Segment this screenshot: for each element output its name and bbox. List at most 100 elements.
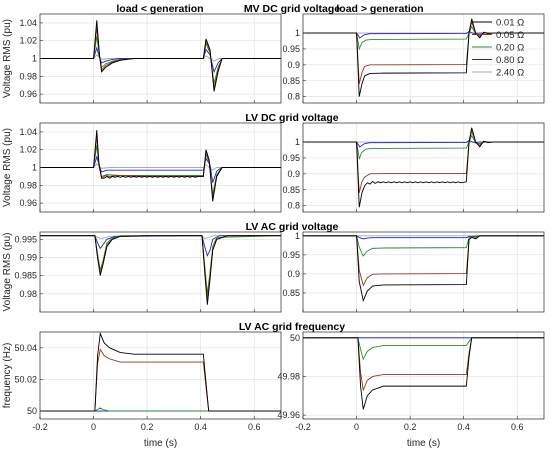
series-line-0.01 <box>303 18 544 97</box>
y-tick-label: 0.85 <box>282 76 300 86</box>
series-line-0.01 <box>303 127 544 208</box>
series-group <box>40 332 281 412</box>
panel-4: 0.8 0.85 0.9 0.95 1 <box>282 122 545 213</box>
series-line-0.20 <box>303 235 544 257</box>
y-tick-label: 49.96 <box>277 410 300 420</box>
y-tick-label: 1.04 <box>19 127 37 137</box>
y-tick-label: 1.02 <box>19 36 37 46</box>
panel-8: 49.96 49.98 50 -0.2 0 0.2 0.4 0.6 time (s) <box>277 331 545 449</box>
panel-2: 0.8 0.85 0.9 0.95 1 <box>282 13 545 104</box>
y-tick-label: 0.95 <box>282 44 300 54</box>
y-tick-label: 0.9 <box>287 169 300 179</box>
row-title: LV AC grid voltage <box>246 221 339 233</box>
x-tick-label: 0.4 <box>194 422 207 432</box>
series-group <box>40 20 281 92</box>
plot-area <box>40 332 281 419</box>
x-axis-label: time (s) <box>407 438 440 449</box>
y-tick-label: 0.8 <box>287 92 300 102</box>
y-axis-label: Voltage RMS (pu) <box>2 128 13 207</box>
series-line-0.01 <box>303 235 544 303</box>
series-group <box>303 127 544 208</box>
x-tick-label: -0.2 <box>295 422 311 432</box>
y-tick-label: 0.85 <box>282 288 300 298</box>
series-line-0.80 <box>40 46 281 74</box>
row-title: LV DC grid voltage <box>245 112 338 124</box>
panel-6: 0.85 0.9 0.95 1 <box>282 231 545 313</box>
series-line-0.01 <box>40 332 281 412</box>
series-line-0.01 <box>303 337 544 410</box>
x-tick-label: 0.2 <box>141 422 154 432</box>
column-title-left: load < generation <box>116 3 203 15</box>
y-tick-label: 50.02 <box>14 374 37 384</box>
y-tick-label: 1.02 <box>19 145 37 155</box>
y-tick-label: 0.98 <box>19 71 37 81</box>
chart-content: 0.96 0.98 1 1.02 1.04 Voltage RMS (pu) 0.8 0.85… <box>2 3 545 449</box>
y-tick-label: 0.95 <box>282 153 300 163</box>
series-line-0.01 <box>40 235 281 305</box>
axes-box <box>302 231 545 313</box>
y-tick-label: 0.95 <box>282 250 300 260</box>
x-tick-label: 0 <box>91 422 96 432</box>
series-line-0.80 <box>303 235 544 240</box>
x-tick-label: 0.6 <box>511 422 524 432</box>
y-tick-label: 0.98 <box>19 180 37 190</box>
y-tick-label: 50 <box>290 333 300 343</box>
legend: 0.01 Ω0.05 Ω 0.20 Ω0.80 Ω 2.40 Ω <box>472 18 524 79</box>
series-group <box>303 337 544 410</box>
y-tick-label: 0.99 <box>19 252 37 262</box>
y-tick-label: 0.995 <box>14 234 37 244</box>
y-tick-label: 50 <box>27 406 37 416</box>
series-line-2.40 <box>40 163 281 171</box>
row-title: MV DC grid voltage <box>244 3 340 15</box>
axes-box <box>39 231 282 313</box>
y-tick-label: 49.98 <box>277 371 300 381</box>
x-tick-label: 0 <box>354 422 359 432</box>
y-tick-label: 0.98 <box>19 289 37 299</box>
series-line-0.80 <box>40 155 281 183</box>
legend-label: 0.20 Ω <box>496 43 524 54</box>
series-line-0.01 <box>40 20 281 92</box>
y-tick-label: 1 <box>295 137 300 147</box>
plot-area <box>303 14 544 103</box>
x-tick-label: -0.2 <box>32 422 48 432</box>
y-tick-label: 0.85 <box>282 185 300 195</box>
series-line-0.01 <box>40 130 281 202</box>
x-tick-label: 0.4 <box>457 422 470 432</box>
column-title-right: load > generation <box>336 3 423 15</box>
y-tick-label: 0.9 <box>287 269 300 279</box>
y-tick-label: 0.9 <box>287 60 300 70</box>
axes-box <box>302 13 545 104</box>
y-tick-label: 1 <box>32 54 37 64</box>
y-axis-label: frequency (Hz) <box>2 343 13 409</box>
series-line-0.80 <box>303 139 544 148</box>
legend-label: 0.80 Ω <box>496 55 524 66</box>
series-line-0.80 <box>303 30 544 39</box>
axes-box <box>302 122 545 213</box>
series-group <box>40 235 281 305</box>
y-tick-label: 1 <box>295 231 300 241</box>
legend-label: 0.05 Ω <box>496 30 524 41</box>
y-tick-label: 0.985 <box>14 271 37 281</box>
panel-3: 0.96 0.98 1 1.02 1.04 Voltage RMS (pu) <box>2 122 282 213</box>
legend-label: 2.40 Ω <box>496 68 524 79</box>
y-tick-label: 1.04 <box>19 18 37 28</box>
plot-area <box>303 332 544 419</box>
plot-area <box>40 232 281 312</box>
x-tick-label: 0.6 <box>248 422 261 432</box>
plot-area <box>303 232 544 312</box>
y-tick-label: 1 <box>32 163 37 173</box>
axes-box <box>39 331 282 420</box>
plot-area <box>303 123 544 212</box>
y-tick-label: 1 <box>295 28 300 38</box>
series-line-0.20 <box>303 134 544 161</box>
x-tick-label: 0.2 <box>404 422 417 432</box>
y-tick-label: 0.96 <box>19 198 37 208</box>
legend-label: 0.01 Ω <box>496 18 524 29</box>
y-tick-label: 50.04 <box>14 343 37 353</box>
series-group <box>303 235 544 303</box>
x-axis-label: time (s) <box>144 438 177 449</box>
panel-7: 50 50.02 50.04 -0.2 0 0.2 0.4 0.6 frequency (Hz)… <box>2 331 282 449</box>
y-axis-label: Voltage RMS (pu) <box>2 19 13 98</box>
